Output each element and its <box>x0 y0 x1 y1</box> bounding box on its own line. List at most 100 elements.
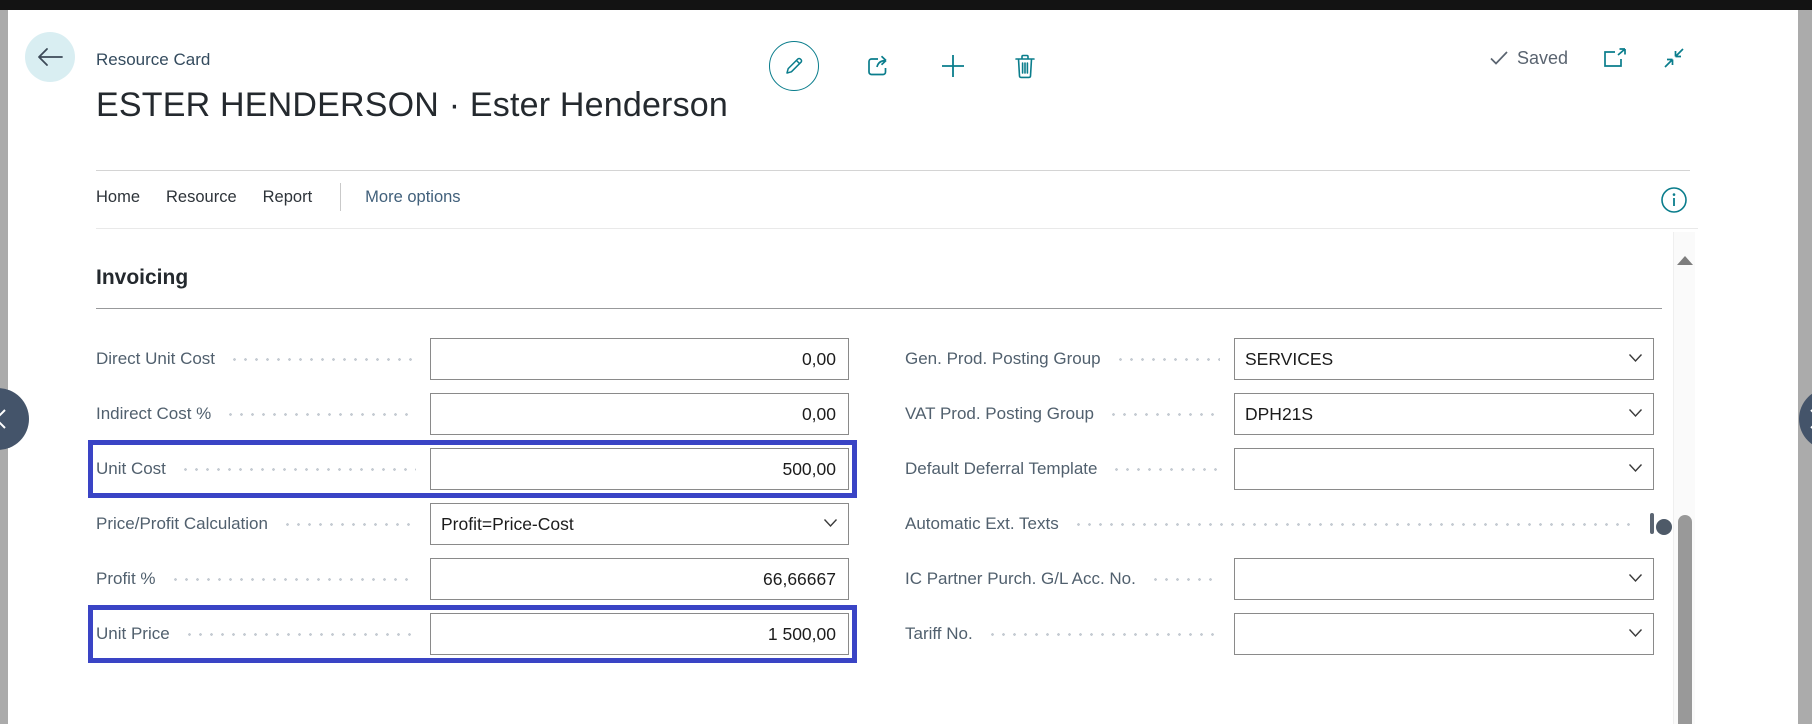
field-value: SERVICES <box>1245 348 1334 369</box>
dotted-leader <box>1114 357 1220 361</box>
field-row-price-profit-calculation: Price/Profit Calculation Profit=Price-Co… <box>96 503 849 545</box>
open-in-new-window-button[interactable] <box>1602 47 1628 69</box>
field-label: Direct Unit Cost <box>96 349 216 368</box>
info-button[interactable] <box>1660 186 1688 214</box>
field-label: Price/Profit Calculation <box>96 514 268 533</box>
field-control: 66,66667 <box>430 558 849 600</box>
automatic-ext-texts-toggle[interactable] <box>1650 513 1672 535</box>
dotted-leader <box>986 632 1220 636</box>
field-row-profit: Profit % 66,66667 <box>96 558 849 600</box>
resource-card-page: Resource Card <box>8 10 1798 724</box>
field-label: Default Deferral Template <box>905 459 1098 478</box>
field-label: Unit Cost <box>96 459 166 478</box>
field-label: Tariff No. <box>905 624 973 643</box>
price-profit-calculation-dropdown[interactable]: Profit=Price-Cost <box>430 503 849 545</box>
field-control: 0,00 <box>430 393 849 435</box>
field-control: 500,00 <box>430 448 849 490</box>
share-button[interactable] <box>865 53 893 79</box>
toggle-knob <box>1656 518 1672 535</box>
dotted-leader <box>183 632 416 636</box>
tariff-no-dropdown[interactable] <box>1234 613 1654 655</box>
field-label: Gen. Prod. Posting Group <box>905 349 1101 368</box>
action-bar <box>769 36 1037 96</box>
unit-price-input[interactable]: 1 500,00 <box>430 613 849 655</box>
next-record-button[interactable] <box>1799 388 1812 450</box>
field-row-indirect-cost: Indirect Cost % 0,00 <box>96 393 849 435</box>
dotted-leader <box>169 577 416 581</box>
content-scrollbar[interactable] <box>1673 232 1695 724</box>
saved-indicator: Saved <box>1489 48 1568 69</box>
dotted-leader <box>225 412 416 416</box>
browser-top-bar <box>0 0 1812 10</box>
field-row-default-deferral-template: Default Deferral Template <box>905 448 1654 490</box>
dotted-leader <box>229 357 416 361</box>
dotted-leader <box>179 467 416 471</box>
field-value: 1 500,00 <box>767 623 836 644</box>
field-control: 1 500,00 <box>430 613 849 655</box>
profit-input[interactable]: 66,66667 <box>430 558 849 600</box>
delete-button[interactable] <box>1013 53 1037 79</box>
collapse-button[interactable] <box>1662 46 1686 70</box>
more-options-button[interactable]: More options <box>365 187 461 206</box>
right-edge-scrollbar[interactable] <box>1798 10 1812 724</box>
left-edge-strip <box>0 10 8 724</box>
field-label: Profit % <box>96 569 156 588</box>
new-button[interactable] <box>939 52 967 80</box>
field-label: IC Partner Purch. G/L Acc. No. <box>905 569 1136 588</box>
field-control: Profit=Price-Cost <box>430 503 849 545</box>
field-row-tariff-no: Tariff No. <box>905 613 1654 655</box>
field-label: Unit Price <box>96 624 170 643</box>
field-control: 0,00 <box>430 338 849 380</box>
field-control: DPH21S <box>1234 393 1654 435</box>
plus-icon <box>939 52 967 80</box>
field-row-gen-prod-posting-group: Gen. Prod. Posting Group SERVICES <box>905 338 1654 380</box>
field-label: VAT Prod. Posting Group <box>905 404 1094 423</box>
menu-item-resource[interactable]: Resource <box>166 187 237 206</box>
content-divider <box>96 228 1698 229</box>
dotted-leader <box>1111 467 1220 471</box>
invoicing-left-column: Direct Unit Cost 0,00 Indirect Cost % 0,… <box>88 338 857 668</box>
field-label: Automatic Ext. Texts <box>905 514 1059 533</box>
arrow-left-icon <box>37 47 63 67</box>
check-icon <box>1489 50 1509 66</box>
menu-bar: Home Resource Report More options <box>96 170 1690 211</box>
dotted-leader <box>281 522 416 526</box>
field-value: 0,00 <box>801 348 836 369</box>
back-button[interactable] <box>25 32 75 82</box>
ic-partner-purch-g-l-acc-no-dropdown[interactable] <box>1234 558 1654 600</box>
default-deferral-template-dropdown[interactable] <box>1234 448 1654 490</box>
menu-divider <box>340 183 342 211</box>
trash-icon <box>1013 53 1037 79</box>
field-row-unit-price: Unit Price 1 500,00 <box>88 605 857 663</box>
field-control <box>1234 613 1654 655</box>
dotted-leader <box>1149 577 1220 581</box>
vat-prod-posting-group-dropdown[interactable]: DPH21S <box>1234 393 1654 435</box>
popout-icon <box>1602 47 1628 69</box>
info-icon <box>1660 186 1688 214</box>
field-control <box>1234 558 1654 600</box>
gen-prod-posting-group-dropdown[interactable]: SERVICES <box>1234 338 1654 380</box>
field-row-direct-unit-cost: Direct Unit Cost 0,00 <box>96 338 849 380</box>
section-underline <box>96 308 1662 309</box>
scroll-up-arrow-icon[interactable] <box>1676 256 1693 265</box>
chevron-left-icon <box>0 408 7 430</box>
dotted-leader <box>1107 412 1220 416</box>
menu-item-report[interactable]: Report <box>262 187 313 206</box>
indirect-cost-input[interactable]: 0,00 <box>430 393 849 435</box>
field-label: Indirect Cost % <box>96 404 212 423</box>
unit-cost-input[interactable]: 500,00 <box>430 448 849 490</box>
field-value: Profit=Price-Cost <box>441 513 574 534</box>
invoicing-right-column: Gen. Prod. Posting Group SERVICES VAT Pr… <box>905 338 1672 668</box>
direct-unit-cost-input[interactable]: 0,00 <box>430 338 849 380</box>
field-row-vat-prod-posting-group: VAT Prod. Posting Group DPH21S <box>905 393 1654 435</box>
menu-item-home[interactable]: Home <box>96 187 141 206</box>
saved-label: Saved <box>1516 47 1568 68</box>
share-icon <box>865 53 893 79</box>
section-title-invoicing[interactable]: Invoicing <box>96 266 189 289</box>
edit-button[interactable] <box>769 41 819 91</box>
scrollbar-thumb[interactable] <box>1677 515 1692 724</box>
field-value: DPH21S <box>1245 403 1314 424</box>
field-row-automatic-ext-texts: Automatic Ext. Texts <box>905 503 1672 545</box>
collapse-icon <box>1662 46 1686 70</box>
